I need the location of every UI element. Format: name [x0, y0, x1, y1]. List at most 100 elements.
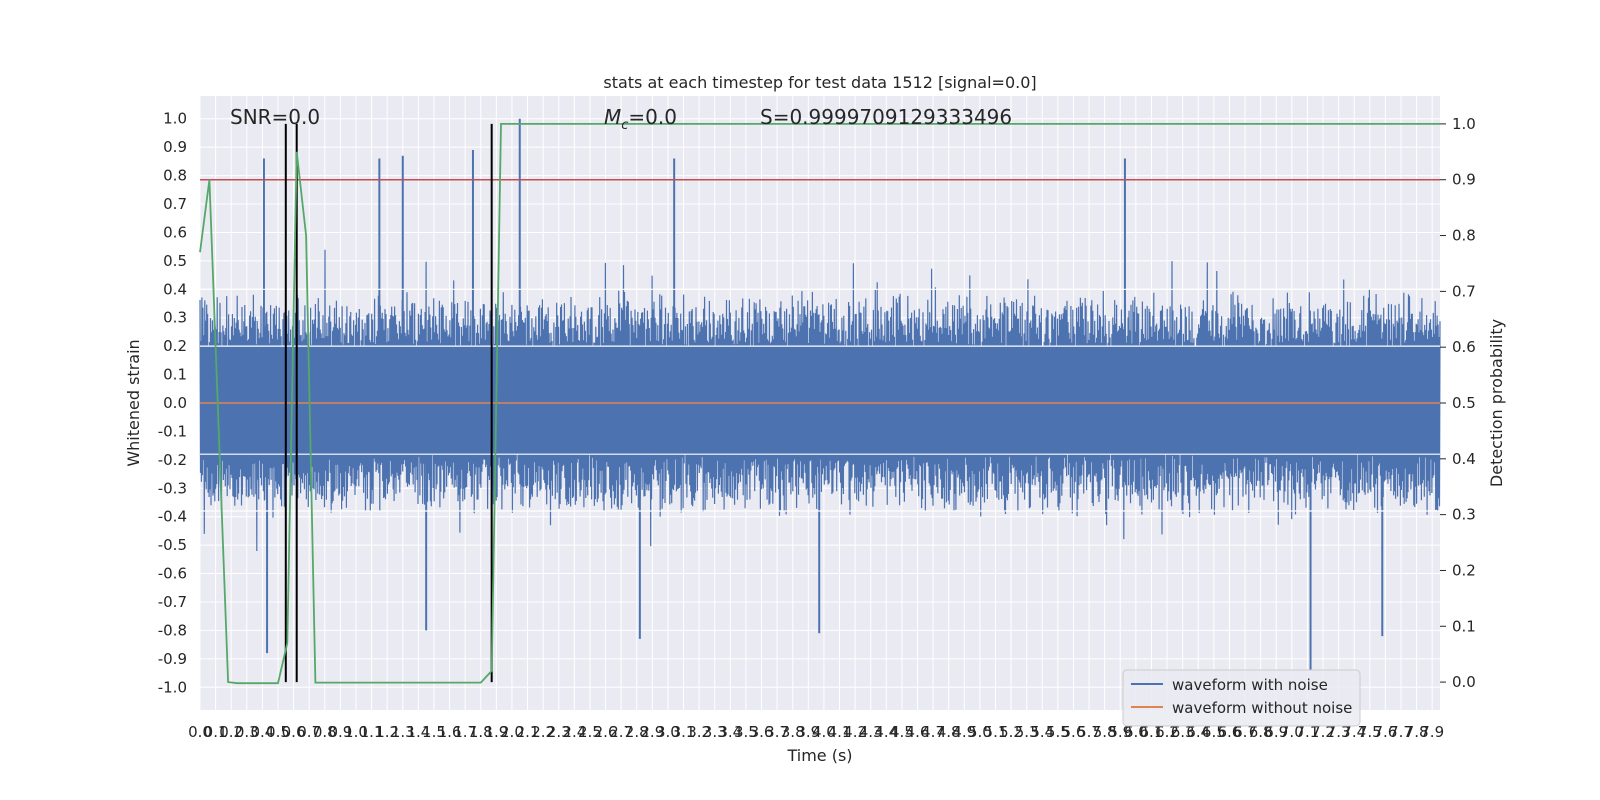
x-tick-label: 5.8: [1093, 723, 1117, 741]
right-tick-label: 0.3: [1452, 506, 1476, 524]
right-tick-label: 0.1: [1452, 617, 1476, 635]
x-tick-label: 7.0: [1280, 723, 1304, 741]
x-tick-label: 3.7: [765, 723, 789, 741]
x-tick-label: 7.8: [1405, 723, 1429, 741]
x-tick-label: 5.6: [1062, 723, 1086, 741]
x-tick-label: 4.7: [921, 723, 945, 741]
right-tick-label: 0.2: [1452, 561, 1476, 579]
x-tick-label: 6.5: [1202, 723, 1226, 741]
x-tick-label: 5.4: [1030, 723, 1054, 741]
x-tick-label: 2.0: [500, 723, 524, 741]
x-tick-label: 2.6: [594, 723, 618, 741]
x-tick-label: 0.8: [313, 723, 337, 741]
legend-label-waveform-without-noise: waveform without noise: [1172, 699, 1352, 717]
score-annotation: S=0.9999709129333496: [760, 105, 1012, 129]
x-tick-label: 3.0: [656, 723, 680, 741]
y-tick-label: -0.3: [158, 479, 187, 497]
x-tick-label: 5.2: [999, 723, 1023, 741]
x-tick-label: 5.3: [1015, 723, 1039, 741]
x-tick-label: 0.3: [235, 723, 259, 741]
x-tick-label: 1.7: [453, 723, 477, 741]
y-tick-label: 0.4: [163, 280, 187, 298]
x-tick-label: 7.5: [1358, 723, 1382, 741]
x-tick-labels: 0.00.10.20.30.40.50.60.70.80.91.01.11.21…: [188, 723, 1444, 741]
x-tick-label: 7.1: [1295, 723, 1319, 741]
y-tick-label: -0.2: [158, 451, 187, 469]
x-tick-label: 1.9: [484, 723, 508, 741]
x-tick-label: 6.0: [1124, 723, 1148, 741]
x-tick-label: 0.4: [250, 723, 274, 741]
legend: waveform with noise waveform without noi…: [1122, 669, 1361, 727]
x-tick-label: 6.8: [1249, 723, 1273, 741]
x-tick-label: 2.7: [609, 723, 633, 741]
x-tick-label: 5.9: [1108, 723, 1132, 741]
x-tick-label: 5.1: [984, 723, 1008, 741]
x-tick-label: 3.2: [687, 723, 711, 741]
x-tick-label: 6.3: [1171, 723, 1195, 741]
chirp-mass-symbol: M: [604, 105, 621, 129]
x-axis-label: Time (s): [786, 746, 852, 765]
y-tick-label: 0.5: [163, 252, 187, 270]
x-tick-label: 7.6: [1373, 723, 1397, 741]
y-tick-label: 0.3: [163, 309, 187, 327]
x-tick-label: 4.4: [874, 723, 898, 741]
right-tick-label: 0.7: [1452, 282, 1476, 300]
y-tick-label: 1.0: [163, 110, 187, 128]
x-tick-label: 4.3: [859, 723, 883, 741]
x-tick-label: 2.9: [640, 723, 664, 741]
x-tick-label: 1.4: [406, 723, 430, 741]
x-tick-label: 1.6: [438, 723, 462, 741]
x-tick-label: 0.6: [282, 723, 306, 741]
x-tick-label: 2.4: [562, 723, 586, 741]
right-tick-label: 0.0: [1452, 673, 1476, 691]
x-tick-label: 5.7: [1077, 723, 1101, 741]
x-tick-label: 4.5: [890, 723, 914, 741]
x-tick-label: 6.7: [1233, 723, 1257, 741]
y-tick-label: -0.1: [158, 422, 187, 440]
y-axis-label-right: Detection probability: [1487, 319, 1506, 487]
x-tick-label: 4.1: [828, 723, 852, 741]
x-tick-label: 4.9: [952, 723, 976, 741]
x-tick-label: 3.6: [750, 723, 774, 741]
x-tick-label: 1.2: [375, 723, 399, 741]
x-tick-label: 5.5: [1046, 723, 1070, 741]
x-tick-label: 7.9: [1420, 723, 1444, 741]
y-tick-label: -0.8: [158, 621, 187, 639]
y-axis-label: Whitened strain: [124, 339, 143, 466]
y-tick-label: 0.6: [163, 223, 187, 241]
right-tick-label: 1.0: [1452, 115, 1476, 133]
legend-box: [1122, 669, 1361, 727]
legend-label-waveform-with-noise: waveform with noise: [1172, 676, 1328, 694]
y-tick-label: -0.6: [158, 565, 187, 583]
x-tick-label: 2.1: [516, 723, 540, 741]
x-tick-label: 6.9: [1264, 723, 1288, 741]
y-tick-label: 0.8: [163, 167, 187, 185]
waveform-with-noise-series: [199, 118, 1441, 671]
y-tick-label: -0.9: [158, 650, 187, 668]
y-tick-label: -0.4: [158, 508, 187, 526]
chirp-mass-subscript: c: [621, 118, 628, 133]
x-tick-label: 0.9: [328, 723, 352, 741]
x-tick-label: 4.8: [937, 723, 961, 741]
y-tick-label: 0.0: [163, 394, 187, 412]
x-tick-label: 1.8: [469, 723, 493, 741]
x-tick-label: 0.7: [297, 723, 321, 741]
x-tick-label: 5.0: [968, 723, 992, 741]
x-tick-label: 0.5: [266, 723, 290, 741]
x-tick-label: 7.4: [1342, 723, 1366, 741]
chart-title: stats at each timestep for test data 151…: [603, 73, 1036, 92]
x-tick-label: 3.4: [718, 723, 742, 741]
snr-annotation: SNR=0.0: [230, 105, 320, 129]
chirp-mass-annotation: Mc=0.0: [604, 105, 677, 133]
x-tick-label: 7.3: [1327, 723, 1351, 741]
x-tick-label: 6.6: [1218, 723, 1242, 741]
x-tick-label: 1.0: [344, 723, 368, 741]
x-tick-label: 0.0: [188, 723, 212, 741]
x-tick-label: 4.6: [906, 723, 930, 741]
y-tick-label: 0.9: [163, 138, 187, 156]
x-tick-label: 3.3: [703, 723, 727, 741]
x-tick-label: 2.3: [547, 723, 571, 741]
right-tick-label: 0.4: [1452, 450, 1476, 468]
y-tick-label: -0.7: [158, 593, 187, 611]
